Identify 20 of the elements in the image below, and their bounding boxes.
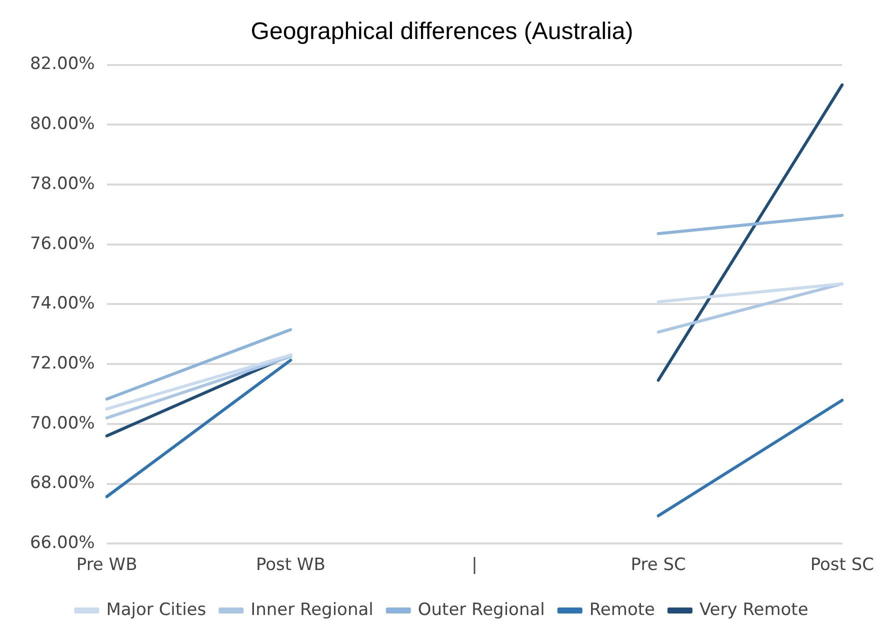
legend-label: Remote bbox=[589, 600, 655, 620]
legend-label: Outer Regional bbox=[418, 600, 545, 620]
y-tick-label: 68.00% bbox=[30, 473, 95, 494]
x-tick-label: Post SC bbox=[810, 555, 874, 576]
y-tick-label: 78.00% bbox=[30, 174, 95, 194]
y-tick-label: 70.00% bbox=[30, 413, 95, 434]
x-tick-label: Pre WB bbox=[76, 555, 138, 576]
y-tick-label: 66.00% bbox=[30, 533, 95, 554]
y-tick-label: 72.00% bbox=[30, 353, 95, 374]
legend-label: Major Cities bbox=[106, 600, 206, 620]
y-tick-label: 82.00% bbox=[30, 54, 95, 74]
legend-label: Very Remote bbox=[699, 600, 808, 620]
y-tick-label: 80.00% bbox=[30, 114, 95, 134]
y-tick-label: 76.00% bbox=[30, 234, 95, 254]
legend-label: Inner Regional bbox=[250, 600, 374, 620]
chart-title: Geographical differences (Australia) bbox=[250, 18, 634, 46]
x-tick-label: Post WB bbox=[256, 555, 326, 576]
x-tick-label: | bbox=[472, 555, 478, 576]
x-tick-label: Pre SC bbox=[630, 555, 686, 576]
y-tick-label: 74.00% bbox=[30, 294, 95, 314]
